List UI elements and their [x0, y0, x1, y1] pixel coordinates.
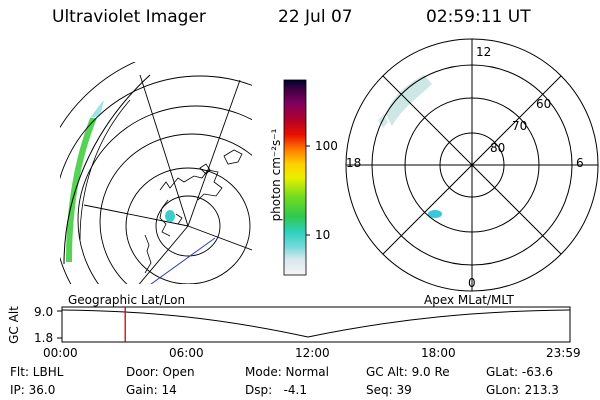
timeline-plot	[57, 306, 571, 343]
lat-label-80: 80	[490, 141, 506, 155]
polar-aurora-patch	[428, 210, 442, 218]
seq-info: Seq: 39	[366, 383, 412, 397]
polar-plot	[345, 38, 599, 292]
x-tick-0600: 06:00	[169, 346, 204, 360]
y-tick-9: 9.0	[34, 305, 54, 319]
geographic-map	[60, 62, 252, 284]
door-info: Door: Open	[126, 365, 195, 379]
mlt-label-18: 18	[346, 156, 362, 170]
time-label: 02:59:11 UT	[426, 7, 531, 27]
altitude-curve	[61, 309, 571, 338]
date-label: 22 Jul 07	[278, 7, 353, 27]
colorbar	[283, 79, 310, 276]
y-tick-1-8: 1.8	[34, 331, 54, 345]
colorbar-tick-100: 100	[315, 139, 338, 153]
flt-info: Flt: LBHL	[10, 365, 64, 379]
mlt-label-0: 0	[468, 276, 476, 290]
glon-info: GLon: 213.3	[486, 383, 559, 397]
colorbar-tick-10: 10	[315, 228, 331, 242]
gcalt-info: GC Alt: 9.0 Re	[366, 365, 450, 379]
x-tick-1200: 12:00	[295, 346, 330, 360]
timeline-axis-label: GC Alt	[7, 306, 21, 344]
ip-info: IP: 36.0	[10, 383, 56, 397]
mlt-label-12: 12	[476, 45, 492, 59]
mlt-label-6: 6	[576, 156, 584, 170]
gain-info: Gain: 14	[126, 383, 177, 397]
x-tick-2359: 23:59	[546, 346, 581, 360]
app-title: Ultraviolet Imager	[52, 7, 206, 27]
aurora-patch	[165, 210, 175, 222]
timeline-right-title: Apex MLat/MLT	[424, 293, 514, 307]
x-tick-0000: 00:00	[43, 346, 78, 360]
mode-info: Mode: Normal	[245, 365, 329, 379]
dsp-info: Dsp: -4.1	[245, 383, 308, 397]
glat-info: GLat: -63.6	[486, 365, 553, 379]
x-tick-1800: 18:00	[421, 346, 456, 360]
colorbar-unit-label: photon cm⁻²s⁻¹	[269, 128, 283, 222]
aurora-band	[66, 118, 97, 262]
lat-label-70: 70	[512, 119, 528, 133]
lat-label-60: 60	[536, 97, 552, 111]
timeline-left-title: Geographic Lat/Lon	[68, 293, 186, 307]
